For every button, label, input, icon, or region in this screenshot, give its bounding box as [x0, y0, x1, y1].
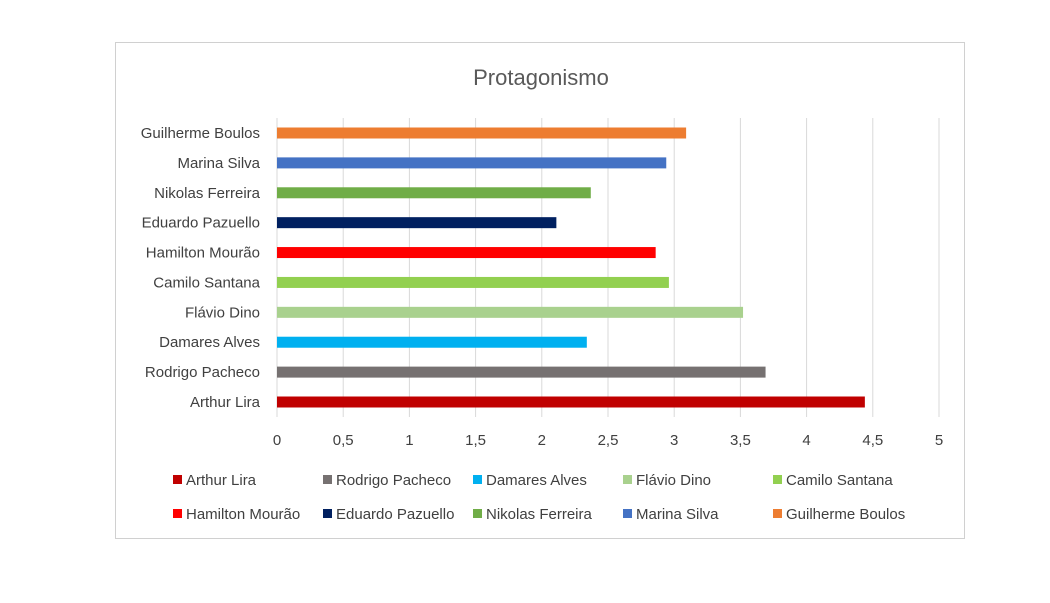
bar: [277, 276, 669, 288]
x-tick-label: 3,5: [730, 432, 751, 449]
legend-swatch: [623, 475, 632, 484]
category-labels: Arthur Lira Rodrigo Pacheco Damares Alves F…: [141, 125, 261, 411]
category-label: Camilo Santana: [153, 274, 260, 291]
category-label: Eduardo Pazuello: [142, 215, 260, 232]
bar: [277, 187, 591, 199]
legend-label: Marina Silva: [636, 506, 719, 523]
x-axis-tick-labels: 0 0,5 1 1,5 2 2,5 3 3,5 4 4,5 5: [273, 432, 943, 449]
bar: [277, 336, 587, 348]
bar: [277, 247, 656, 259]
legend-swatch: [773, 509, 782, 518]
legend-swatch: [323, 509, 332, 518]
bars: [277, 127, 865, 408]
legend-swatch: [473, 475, 482, 484]
legend-swatch: [323, 475, 332, 484]
bar: [277, 366, 766, 378]
bar: [277, 306, 744, 318]
category-label: Guilherme Boulos: [141, 125, 260, 142]
bar: [277, 157, 667, 169]
x-tick-label: 4,5: [862, 432, 883, 449]
x-tick-label: 3: [670, 432, 678, 449]
legend: Arthur Lira Rodrigo Pacheco Damares Alves F…: [173, 472, 905, 523]
category-label: Flávio Dino: [185, 304, 260, 321]
bar: [277, 396, 865, 408]
legend-swatch: [173, 509, 182, 518]
bar: [277, 127, 687, 139]
bar-chart: Protagonismo Arthur Lira Rodrigo Pacheco D…: [141, 65, 943, 523]
legend-label: Flávio Dino: [636, 472, 711, 489]
legend-swatch: [623, 509, 632, 518]
legend-swatch: [473, 509, 482, 518]
legend-label: Guilherme Boulos: [786, 506, 905, 523]
x-tick-label: 2,5: [598, 432, 619, 449]
legend-label: Damares Alves: [486, 472, 587, 489]
x-tick-label: 0: [273, 432, 281, 449]
category-label: Arthur Lira: [190, 394, 261, 411]
legend-label: Camilo Santana: [786, 472, 893, 489]
legend-label: Hamilton Mourão: [186, 506, 300, 523]
category-label: Hamilton Mourão: [146, 245, 260, 262]
chart-frame: Protagonismo Arthur Lira Rodrigo Pacheco D…: [115, 42, 965, 539]
x-tick-label: 0,5: [333, 432, 354, 449]
legend-label: Arthur Lira: [186, 472, 257, 489]
legend-label: Eduardo Pazuello: [336, 506, 454, 523]
category-label: Marina Silva: [177, 155, 260, 172]
x-tick-label: 4: [802, 432, 810, 449]
legend-swatch: [773, 475, 782, 484]
x-tick-label: 1,5: [465, 432, 486, 449]
category-label: Damares Alves: [159, 334, 260, 351]
x-tick-label: 2: [538, 432, 546, 449]
bar: [277, 217, 557, 229]
legend-swatch: [173, 475, 182, 484]
category-label: Nikolas Ferreira: [154, 185, 261, 202]
legend-label: Nikolas Ferreira: [486, 506, 593, 523]
category-label: Rodrigo Pacheco: [145, 364, 260, 381]
chart-title: Protagonismo: [473, 65, 609, 90]
legend-label: Rodrigo Pacheco: [336, 472, 451, 489]
x-tick-label: 1: [405, 432, 413, 449]
x-tick-label: 5: [935, 432, 943, 449]
